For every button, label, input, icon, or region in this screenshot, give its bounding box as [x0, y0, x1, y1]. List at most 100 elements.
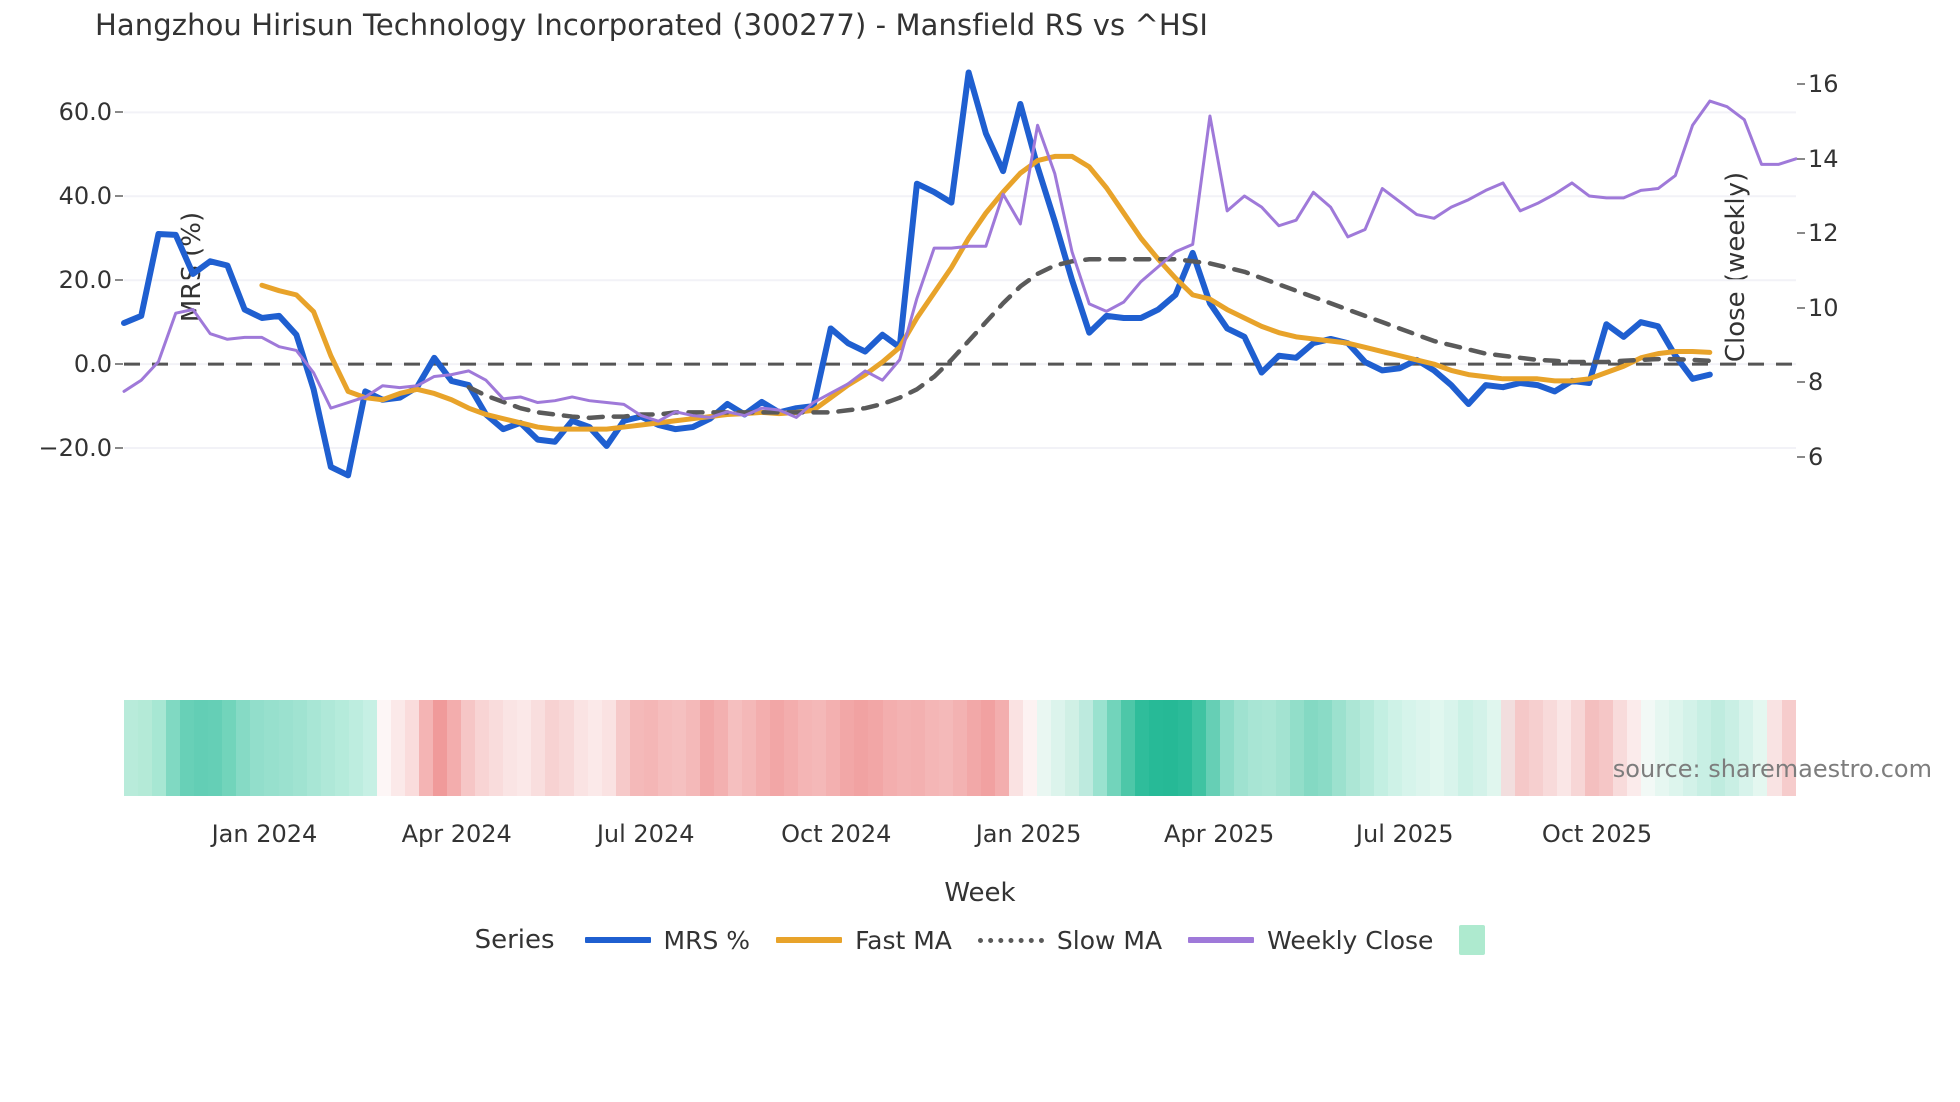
x-axis-tick-label: Oct 2025: [1541, 820, 1653, 848]
heat-strip-cell: [390, 700, 405, 796]
heat-strip-cell: [306, 700, 321, 796]
x-axis-tick-label: Jan 2025: [975, 820, 1082, 848]
legend-item[interactable]: Slow MA: [977, 926, 1162, 955]
heat-strip-cell: [1430, 700, 1445, 796]
heat-strip-cell: [980, 700, 995, 796]
legend-item[interactable]: MRS %: [584, 926, 750, 955]
heat-strip-cell: [910, 700, 925, 796]
y-axis-right-tick-mark: [1797, 83, 1805, 86]
heat-strip-cell: [503, 700, 518, 796]
heat-strip-cell: [1739, 700, 1754, 796]
heat-strip-cell: [1711, 700, 1726, 796]
regime-heat-strip: [124, 700, 1796, 796]
legend-item-label: Fast MA: [855, 925, 952, 955]
heat-strip-cell: [292, 700, 307, 796]
heat-strip-cell: [1402, 700, 1417, 796]
heat-strip-cell: [138, 700, 153, 796]
heat-strip-cell: [1781, 700, 1796, 796]
heat-strip-cell: [376, 700, 391, 796]
heat-strip-cell: [1697, 700, 1712, 796]
heat-strip-cell: [1360, 700, 1375, 796]
heat-strip-cell: [236, 700, 251, 796]
heat-strip-cell: [1107, 700, 1122, 796]
heat-strip-cell: [1514, 700, 1529, 796]
y-axis-left-tick-mark: [115, 195, 123, 198]
heat-strip-cell: [559, 700, 574, 796]
heat-strip-cell: [1767, 700, 1782, 796]
x-axis-tick-label: Jul 2025: [1355, 820, 1454, 848]
heat-strip-cell: [1346, 700, 1361, 796]
heat-strip-cell: [1037, 700, 1052, 796]
heat-strip-cell: [334, 700, 349, 796]
y-axis-left-tick-mark: [115, 279, 123, 282]
heat-strip-cell: [615, 700, 630, 796]
heat-strip-cell: [713, 700, 729, 796]
heat-strip-cell: [404, 700, 419, 796]
heat-strip-cell: [657, 700, 672, 796]
heat-strip-cell: [924, 700, 939, 796]
heat-strip-cell: [1627, 700, 1642, 796]
heat-strip-cell: [587, 700, 602, 796]
legend-item[interactable]: Weekly Close: [1188, 926, 1433, 955]
y-axis-right-tick-label: 16: [1808, 70, 1839, 99]
heat-strip-cell: [475, 700, 490, 796]
heat-strip-cell: [1458, 700, 1473, 796]
heat-strip-cell: [1135, 700, 1150, 796]
legend-item[interactable]: Fast MA: [776, 926, 952, 955]
heat-strip-cell: [250, 700, 265, 796]
heat-strip-cell: [489, 700, 504, 796]
heat-strip-cell: [1008, 700, 1023, 796]
heat-strip-cell: [1388, 700, 1403, 796]
heat-strip-cell: [1655, 700, 1670, 796]
y-axis-right-tick-mark: [1797, 381, 1805, 384]
heat-strip-cell: [1079, 700, 1094, 796]
heat-strip-cell: [1247, 700, 1262, 796]
heat-strip-cell: [1416, 700, 1431, 796]
heat-strip-cell: [1486, 700, 1501, 796]
heat-strip-cell: [1753, 700, 1768, 796]
heat-strip-cell: [601, 700, 616, 796]
chart-legend: Series MRS % Fast MA Slow MA Weekly Close: [0, 925, 1960, 955]
heat-strip-cell: [1542, 700, 1557, 796]
y-axis-right-tick-label: 12: [1808, 219, 1839, 248]
y-axis-left-tick-label: −20.0: [38, 434, 112, 463]
heat-strip-cell: [531, 700, 546, 796]
y-axis-left-tick-label: 0.0: [73, 350, 112, 379]
heat-strip-cell: [770, 700, 785, 796]
heat-strip-cell: [348, 700, 363, 796]
legend-item-label: Weekly Close: [1267, 925, 1434, 955]
heat-strip-cell: [882, 700, 897, 796]
heat-strip-cell: [152, 700, 167, 796]
heat-strip-cell: [166, 700, 181, 796]
source-note: source: sharemaestro.com: [1612, 755, 1932, 783]
legend-line-icon: [1188, 937, 1255, 943]
heat-strip-cell: [994, 700, 1009, 796]
y-axis-right-tick-label: 10: [1808, 293, 1839, 322]
legend-color-box-icon: [1459, 925, 1486, 955]
heat-strip-cell: [840, 700, 855, 796]
y-axis-right-tick-mark: [1797, 455, 1805, 458]
y-axis-left-tick-label: 40.0: [58, 182, 112, 211]
y-axis-right-tick-label: 6: [1808, 442, 1824, 471]
heat-strip-cell: [938, 700, 953, 796]
x-axis-tick-label: Apr 2025: [1164, 820, 1275, 848]
heat-strip-cell: [1683, 700, 1698, 796]
heat-strip-cell: [1444, 700, 1459, 796]
heat-strip-cell: [1261, 700, 1276, 796]
y-axis-left-tick-mark: [115, 111, 123, 114]
legend-item[interactable]: [1459, 925, 1486, 955]
heat-strip-cell: [671, 700, 686, 796]
heat-strip-cell: [1641, 700, 1656, 796]
heat-strip-cell: [1065, 700, 1080, 796]
heat-strip-cell: [222, 700, 237, 796]
legend-line-icon: [776, 937, 843, 943]
heat-strip-cell: [264, 700, 279, 796]
heat-strip-cell: [1121, 700, 1136, 796]
heat-strip-cell: [1093, 700, 1108, 796]
y-axis-right-tick-mark: [1797, 157, 1805, 160]
heat-strip-cell: [854, 700, 869, 796]
series-line: [121, 69, 1713, 479]
plot-canvas: [121, 69, 1798, 479]
series-line: [466, 256, 1713, 421]
heat-strip-cell: [1177, 700, 1192, 796]
